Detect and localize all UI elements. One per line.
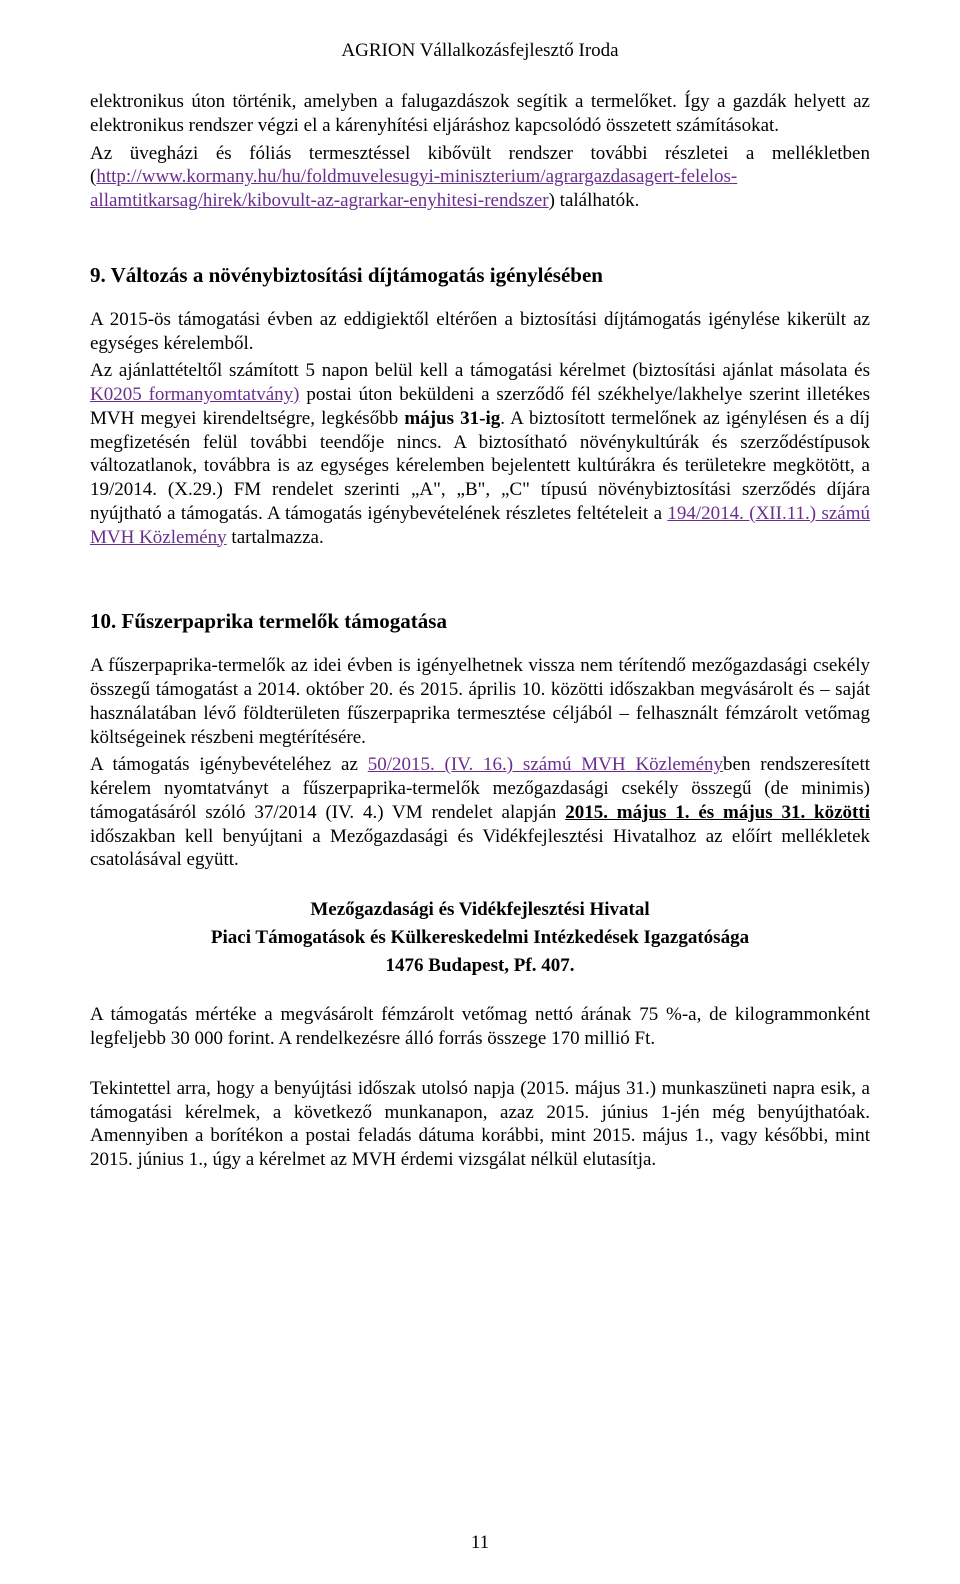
intro-paragraph-2: Az üvegházi és fóliás termesztéssel kibő…	[90, 142, 870, 213]
text-fragment: A támogatás igénybevételéhez az	[90, 754, 368, 775]
section-10-paragraph-4: Tekintettel arra, hogy a benyújtási idős…	[90, 1077, 870, 1172]
link-mvh-50[interactable]: 50/2015. (IV. 16.) számú MVH Közlemény	[368, 754, 723, 775]
section-9-paragraph-1: A 2015-ös támogatási évben az eddigiektő…	[90, 308, 870, 356]
page-header: AGRION Vállalkozásfejlesztő Iroda	[90, 40, 870, 62]
text-fragment: tartalmazza.	[227, 527, 324, 548]
link-k0205[interactable]: K0205 formanyomtatvány)	[90, 384, 300, 405]
text-fragment: időszakban kell benyújtani a Mezőgazdasá…	[90, 826, 870, 871]
document-page: AGRION Vállalkozásfejlesztő Iroda elektr…	[0, 0, 960, 1584]
page-number: 11	[0, 1532, 960, 1554]
deadline-text: május 31-ig	[404, 408, 500, 429]
address-line-1: Mezőgazdasági és Vidékfejlesztési Hivata…	[90, 898, 870, 922]
address-line-2: Piaci Támogatások és Külkereskedelmi Int…	[90, 926, 870, 950]
section-10-paragraph-1: A fűszerpaprika-termelők az idei évben i…	[90, 654, 870, 749]
section-10-paragraph-3: A támogatás mértéke a megvásárolt fémzár…	[90, 1003, 870, 1051]
link-kormany[interactable]: http://www.kormany.hu/hu/foldmuvelesugyi…	[90, 166, 737, 211]
intro-paragraph-1: elektronikus úton történik, amelyben a f…	[90, 90, 870, 138]
section-10-paragraph-2: A támogatás igénybevételéhez az 50/2015.…	[90, 753, 870, 872]
section-10-heading: 10. Fűszerpaprika termelők támogatása	[90, 609, 870, 634]
section-9-heading: 9. Változás a növénybiztosítási díjtámog…	[90, 263, 870, 288]
submission-period: 2015. május 1. és május 31. közötti	[565, 802, 870, 823]
text-fragment: ) találhatók.	[549, 190, 640, 211]
address-line-3: 1476 Budapest, Pf. 407.	[90, 954, 870, 978]
text-fragment: Az ajánlattételtől számított 5 napon bel…	[90, 360, 870, 381]
section-9-paragraph-2: Az ajánlattételtől számított 5 napon bel…	[90, 359, 870, 549]
